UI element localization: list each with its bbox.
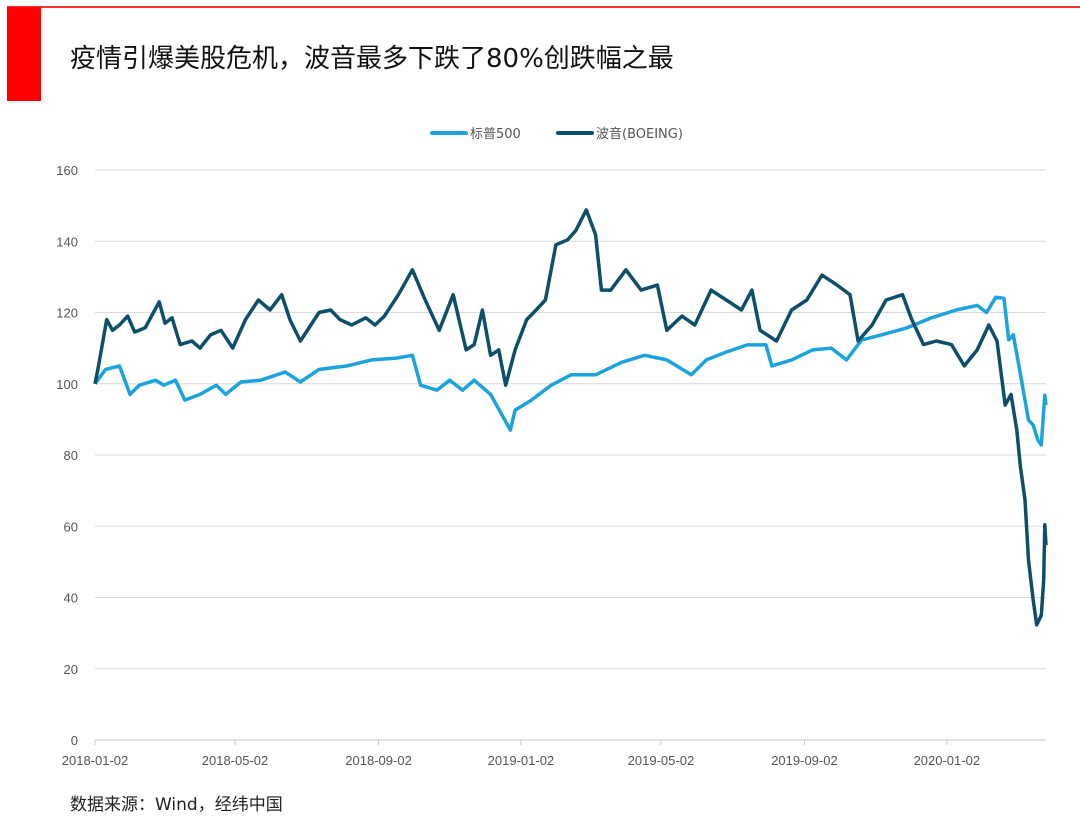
x-tick-label: 2018-09-02 bbox=[345, 753, 412, 768]
y-tick-label: 160 bbox=[56, 163, 78, 178]
x-axis-ticks: 2018-01-02 2018-05-02 2018-09-02 2019-01-02… bbox=[62, 740, 980, 768]
source-note: 数据来源：Wind，经纬中国 bbox=[70, 795, 283, 815]
y-tick-label: 140 bbox=[56, 234, 78, 249]
series-line-boeing bbox=[93, 208, 1048, 627]
y-axis-ticks: 0 20 40 60 80 100 120 140 160 bbox=[56, 163, 78, 748]
legend: 标普500 波音(BOEING) bbox=[430, 126, 683, 142]
x-tick-label: 2020-01-02 bbox=[914, 753, 981, 768]
y-tick-label: 80 bbox=[64, 448, 78, 463]
top-accent-line bbox=[7, 6, 1080, 8]
y-tick-label: 100 bbox=[56, 377, 78, 392]
x-tick-label: 2019-05-02 bbox=[628, 753, 695, 768]
series-lines bbox=[93, 208, 1048, 627]
x-tick-label: 2018-01-02 bbox=[62, 753, 129, 768]
y-tick-label: 40 bbox=[64, 591, 78, 606]
y-tick-label: 0 bbox=[71, 733, 78, 748]
y-tick-label: 60 bbox=[64, 519, 78, 534]
legend-label: 标普500 bbox=[470, 127, 521, 142]
page-title: 疫情引爆美股危机，波音最多下跌了80%创跌幅之最 bbox=[70, 44, 674, 74]
title-accent-bar bbox=[7, 7, 41, 101]
legend-label: 波音(BOEING) bbox=[596, 126, 683, 142]
x-tick-label: 2019-09-02 bbox=[771, 753, 838, 768]
y-tick-label: 20 bbox=[64, 662, 78, 677]
x-tick-label: 2019-01-02 bbox=[488, 753, 555, 768]
x-tick-label: 2018-05-02 bbox=[202, 753, 269, 768]
series-line-sp500 bbox=[93, 295, 1048, 447]
gridlines bbox=[95, 169, 1046, 741]
y-tick-label: 120 bbox=[56, 306, 78, 321]
